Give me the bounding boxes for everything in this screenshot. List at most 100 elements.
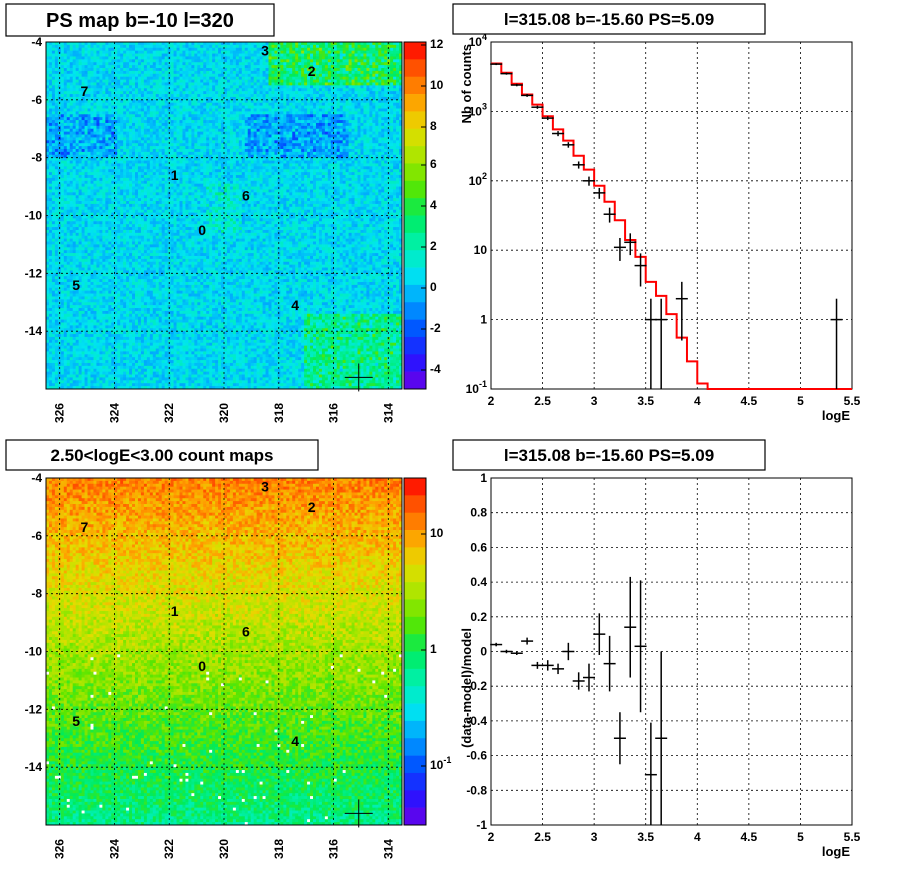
- heatmap-cell: [179, 68, 183, 72]
- heatmap-cell: [304, 85, 308, 89]
- heatmap-cell: [182, 85, 186, 89]
- heatmap-cell: [366, 94, 370, 98]
- heatmap-cell: [265, 140, 269, 144]
- heatmap-cell: [348, 134, 352, 138]
- heatmap-cell: [63, 82, 68, 86]
- heatmap-cell: [176, 79, 180, 83]
- heatmap-cell: [72, 53, 77, 57]
- heatmap-cell: [301, 131, 305, 135]
- heatmap-cell: [327, 108, 332, 112]
- heatmap-cell: [96, 99, 100, 104]
- heatmap-cell: [271, 120, 275, 124]
- heatmap-cell: [194, 143, 198, 147]
- heatmap-cell: [277, 82, 281, 86]
- heatmap-cell: [315, 47, 320, 52]
- heatmap-cell: [274, 79, 278, 83]
- heatmap-cell: [135, 94, 139, 98]
- heatmap-cell: [105, 120, 109, 124]
- heatmap-cell: [360, 50, 364, 54]
- heatmap-cell: [224, 79, 228, 83]
- heatmap-cell: [51, 70, 56, 75]
- heatmap-cell: [209, 137, 213, 141]
- heatmap-cell: [396, 120, 400, 124]
- heatmap-cell: [289, 99, 293, 104]
- heatmap-cell: [292, 88, 296, 92]
- heatmap-cell: [304, 76, 308, 80]
- heatmap-cell: [72, 62, 77, 66]
- heatmap-cell: [215, 108, 219, 112]
- heatmap-cell: [313, 59, 317, 63]
- heatmap-cell: [78, 70, 82, 75]
- heatmap-cell: [143, 148, 148, 153]
- heatmap-cell: [327, 134, 332, 138]
- heatmap-cell: [132, 140, 136, 144]
- heatmap-cell: [108, 96, 112, 101]
- heatmap-cell: [146, 76, 151, 80]
- heatmap-cell: [339, 50, 344, 54]
- heatmap-cell: [182, 65, 186, 69]
- heatmap-cell: [232, 50, 237, 54]
- heatmap-cell: [173, 146, 177, 150]
- heatmap-cell: [105, 108, 109, 112]
- heatmap-cell: [108, 143, 112, 147]
- heatmap-cell: [369, 85, 373, 89]
- heatmap-cell: [375, 79, 379, 83]
- heatmap-cell: [96, 62, 100, 66]
- heatmap-cell: [185, 91, 189, 95]
- heatmap-cell: [324, 120, 329, 124]
- heatmap-cell: [173, 102, 177, 107]
- heatmap-cell: [324, 140, 329, 144]
- heatmap-cell: [143, 79, 148, 83]
- heatmap-cell: [111, 91, 115, 95]
- heatmap-cell: [387, 131, 391, 135]
- heatmap-cell: [158, 76, 163, 80]
- heatmap-cell: [244, 160, 249, 164]
- heatmap-cell: [90, 131, 94, 135]
- heatmap-cell: [191, 137, 195, 141]
- heatmap-cell: [149, 154, 154, 159]
- heatmap-cell: [46, 140, 50, 144]
- heatmap-cell: [366, 120, 370, 124]
- heatmap-cell: [143, 65, 148, 69]
- heatmap-cell: [295, 62, 299, 66]
- heatmap-cell: [161, 117, 166, 121]
- heatmap-cell: [286, 125, 290, 130]
- heatmap-cell: [286, 91, 290, 95]
- heatmap-cell: [206, 134, 210, 138]
- heatmap-cell: [375, 140, 379, 144]
- heatmap-cell: [179, 114, 183, 118]
- heatmap-cell: [396, 76, 400, 80]
- heatmap-cell: [93, 62, 97, 66]
- heatmap-cell: [292, 73, 296, 78]
- heatmap-cell: [188, 134, 192, 138]
- heatmap-cell: [387, 73, 391, 78]
- heatmap-cell: [250, 111, 255, 115]
- heatmap-cell: [99, 96, 103, 101]
- heatmap-cell: [203, 94, 207, 98]
- heatmap-cell: [129, 111, 133, 115]
- heatmap-cell: [390, 154, 394, 159]
- heatmap-cell: [224, 105, 228, 109]
- heatmap-cell: [84, 56, 88, 60]
- heatmap-cell: [179, 53, 183, 57]
- heatmap-cell: [161, 82, 166, 86]
- heatmap-cell: [158, 140, 163, 144]
- heatmap-cell: [238, 128, 243, 133]
- heatmap-cell: [206, 94, 210, 98]
- heatmap-cell: [200, 131, 204, 135]
- heatmap-cell: [179, 105, 183, 109]
- heatmap-cell: [268, 102, 272, 107]
- heatmap-cell: [140, 42, 145, 46]
- heatmap-cell: [229, 148, 234, 153]
- heatmap-cell: [315, 122, 320, 127]
- heatmap-cell: [375, 148, 379, 153]
- heatmap-cell: [209, 56, 213, 60]
- heatmap-cell: [120, 68, 124, 72]
- heatmap-cell: [363, 122, 367, 127]
- heatmap-cell: [318, 94, 323, 98]
- heatmap-cell: [179, 99, 183, 104]
- heatmap-cell: [135, 56, 139, 60]
- heatmap-cell: [381, 120, 385, 124]
- heatmap-cell: [369, 59, 373, 63]
- heatmap-cell: [87, 70, 91, 75]
